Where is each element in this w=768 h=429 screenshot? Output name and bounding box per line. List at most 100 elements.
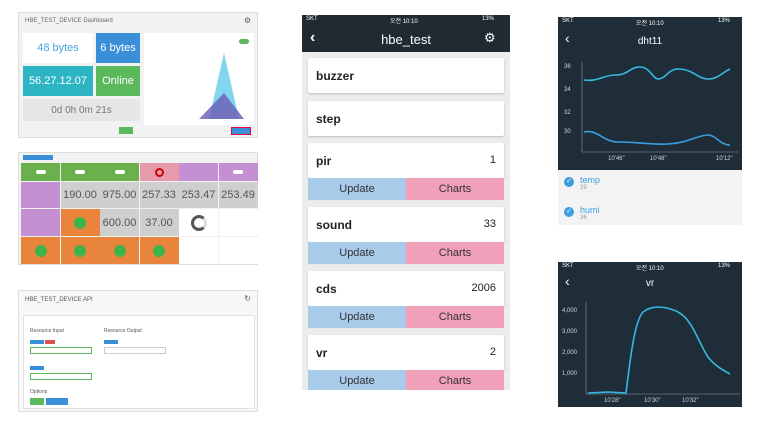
widget (21, 182, 60, 208)
battery: 13% (482, 16, 495, 22)
tag (45, 340, 55, 344)
indicator (153, 244, 165, 257)
update-button[interactable]: Update (308, 178, 406, 200)
widget (139, 237, 179, 264)
tag (104, 340, 118, 344)
back-button[interactable]: ‹ (565, 30, 570, 46)
widget (100, 182, 139, 208)
charts-button[interactable]: Charts (406, 178, 504, 200)
card-name: pir (316, 154, 332, 168)
widget (100, 163, 139, 181)
header: SKT 오전 10:10 13% ‹ hbe_test ⚙ (302, 15, 510, 52)
x-tick-label: 10'48" (650, 156, 667, 162)
refresh-icon[interactable]: ↻ (244, 294, 251, 303)
carrier: SKT (562, 263, 574, 269)
button[interactable] (46, 398, 68, 405)
widget-value: 37.00 (145, 216, 173, 229)
time: 오전 10:10 (636, 266, 664, 272)
y-tick-label: 1,000 (562, 371, 578, 377)
y-tick-label: 3,000 (562, 329, 578, 335)
widget (218, 209, 258, 236)
time: 오전 10:10 (390, 19, 418, 25)
indicator (74, 216, 86, 229)
widget-value: 253.49 (221, 189, 255, 201)
settings-icon[interactable]: ⚙ (484, 30, 496, 45)
tag (30, 340, 44, 344)
input[interactable] (30, 347, 92, 354)
switch[interactable] (75, 170, 85, 174)
legend-value: 29 (580, 185, 587, 191)
power-icon[interactable] (154, 167, 164, 177)
card-name: step (316, 112, 341, 126)
card: sound 33 (308, 207, 504, 242)
widget (21, 237, 60, 264)
settings-icon[interactable]: ⚙ (243, 16, 251, 25)
gauge (190, 214, 207, 231)
widget-value: 190.00 (63, 189, 97, 201)
api-panel: HBE_TEST_DEVICE API ↻ Resource Input Res… (18, 290, 258, 412)
update-button[interactable]: Update (308, 242, 406, 264)
card: pir 1 (308, 143, 504, 178)
y-tick-label: 32 (564, 110, 571, 116)
widget (218, 237, 258, 264)
switch[interactable] (114, 170, 125, 174)
x-tick-label: 10'46" (608, 156, 625, 162)
back-button[interactable]: ‹ (310, 29, 316, 46)
tile: 48 bytes (23, 33, 93, 63)
widget (60, 182, 100, 208)
input[interactable] (104, 347, 166, 354)
charts-button[interactable]: Charts (406, 370, 504, 390)
update-button[interactable]: Update (308, 306, 406, 328)
vr-screen: SKT 오전 10:10 13% ‹ vr 4,000 3,000 2,000 … (558, 262, 742, 407)
button[interactable] (30, 398, 44, 405)
widget (60, 237, 100, 264)
widget (179, 209, 218, 236)
switch[interactable] (233, 170, 243, 174)
card: cds 2006 (308, 271, 504, 306)
indicator (113, 244, 126, 257)
widget (100, 237, 139, 264)
indicator (34, 244, 47, 257)
button[interactable] (231, 127, 251, 135)
charts-button[interactable]: Charts (406, 242, 504, 264)
dashboard-panel: HBE_TEST_DEVICE Dashboard ⚙ 48 bytes 6 b… (18, 12, 258, 138)
check-icon[interactable]: ✓ (564, 207, 574, 217)
card-name: cds (316, 282, 337, 296)
y-tick-label: 36 (564, 64, 571, 70)
y-tick-label: 34 (564, 87, 571, 93)
card: step (308, 101, 504, 136)
check-icon[interactable]: ✓ (564, 177, 574, 187)
y-tick-label: 30 (564, 129, 571, 135)
widget (139, 163, 179, 181)
back-button[interactable]: ‹ (565, 273, 570, 289)
time: 오전 10:10 (636, 21, 664, 27)
line-chart (585, 302, 740, 395)
input[interactable] (30, 373, 92, 380)
widget-value: 253.47 (181, 189, 216, 201)
x-tick-label: 10'12" (716, 156, 733, 162)
legend-value: 36 (580, 215, 587, 221)
title: vr (645, 278, 655, 289)
card-value: 2006 (471, 282, 496, 294)
label: Options (30, 389, 48, 395)
battery: 13% (718, 18, 731, 24)
widget (60, 209, 100, 236)
widget (21, 163, 60, 181)
card-value: 2 (489, 346, 496, 358)
switch[interactable] (35, 170, 46, 174)
widget (179, 163, 218, 181)
y-tick-label: 2,000 (562, 350, 578, 356)
charts-button[interactable]: Charts (406, 306, 504, 328)
legend-name: temp (580, 175, 601, 185)
update-button[interactable]: Update (308, 370, 406, 390)
button[interactable] (119, 127, 133, 134)
carrier: SKT (562, 18, 574, 24)
title: dht11 (637, 36, 663, 47)
x-tick-label: 10'32" (682, 398, 699, 404)
widget (218, 163, 258, 181)
line-chart (581, 62, 738, 153)
tile: 56.27.12.07 (23, 66, 93, 96)
tile: 6 bytes (96, 33, 140, 63)
widget (60, 163, 100, 181)
indicator (74, 244, 86, 257)
